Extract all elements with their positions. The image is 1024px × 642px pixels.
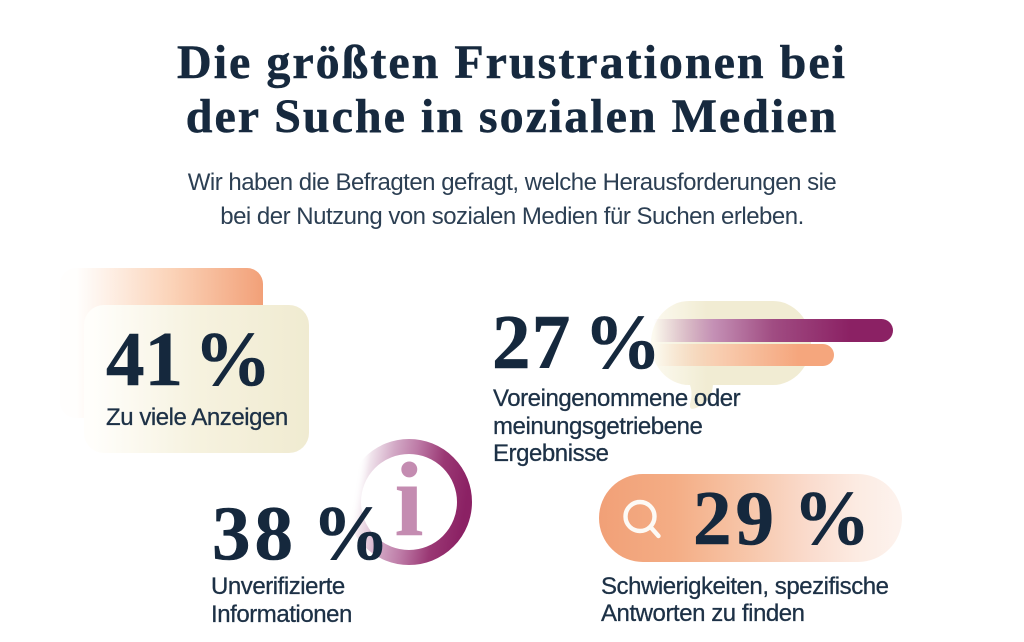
svg-text:i: i	[394, 441, 423, 558]
